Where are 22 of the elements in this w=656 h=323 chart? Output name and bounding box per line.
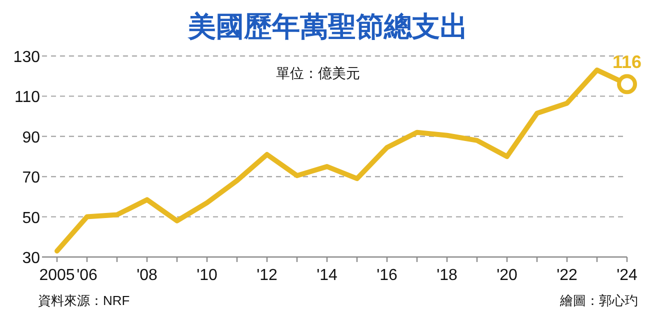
x-tick-label: '10: [196, 267, 218, 284]
text: 單位：億美元: [276, 65, 360, 81]
annotation: 116: [612, 52, 642, 72]
x-tick-label: '18: [436, 267, 458, 284]
y-tick-label: 110: [14, 89, 40, 106]
y-tick-label: 130: [13, 49, 40, 66]
x-tick-label: '06: [76, 267, 98, 284]
x-tick-label: '24: [616, 267, 638, 284]
y-tick-label: 50: [22, 210, 40, 227]
text: 繪圖：郭心玓: [559, 293, 638, 308]
x-tick-label: 2005: [39, 267, 75, 284]
y-tick-label: 70: [22, 170, 40, 187]
y-tick-label: 30: [22, 250, 40, 267]
x-tick-label: '16: [376, 267, 398, 284]
x-tick-label: '14: [316, 267, 338, 284]
x-tick-label: '08: [136, 267, 158, 284]
x-tick-label: '22: [556, 267, 578, 284]
y-tick-label: 90: [22, 129, 40, 146]
x-tick-label: '12: [256, 267, 278, 284]
source-note: 資料來源：NRF: [38, 293, 130, 308]
chart-title: 美國歷年萬聖節總支出: [187, 11, 468, 42]
x-tick-label: '20: [496, 267, 518, 284]
